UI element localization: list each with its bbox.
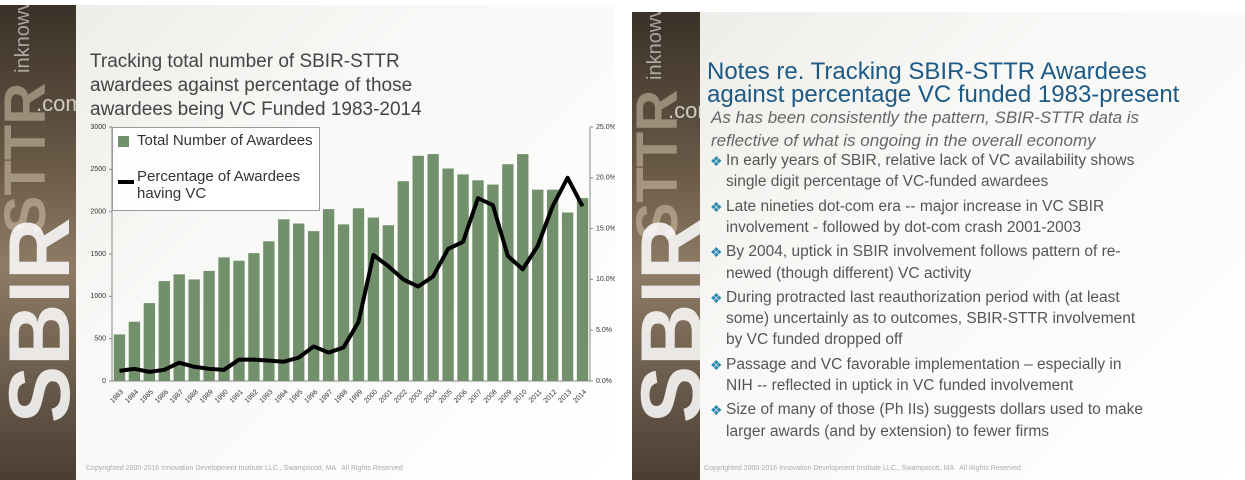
legend-label: Total Number of Awardees bbox=[137, 132, 317, 149]
bar bbox=[413, 156, 424, 381]
legend-swatch bbox=[118, 180, 134, 184]
bar bbox=[562, 213, 573, 381]
notes-subtitle: As has been consistently the pattern, SB… bbox=[711, 108, 1139, 128]
x-tick-label: 1991 bbox=[229, 389, 245, 405]
x-tick-label: 1988 bbox=[184, 389, 200, 405]
bar bbox=[218, 257, 229, 381]
y-tick-label: 1500 bbox=[90, 251, 106, 258]
x-tick-label: 2014 bbox=[572, 389, 588, 405]
bar bbox=[532, 190, 543, 381]
x-tick-label: 2000 bbox=[363, 389, 379, 405]
y2-tick-label: 25.0% bbox=[596, 124, 615, 131]
bullet-text: single digit percentage of VC-funded awa… bbox=[726, 173, 1048, 191]
x-tick-label: 2007 bbox=[468, 389, 484, 405]
brand-com: .com bbox=[668, 98, 700, 124]
bar bbox=[308, 231, 319, 381]
bullet-text: some) uncertainly as to outcomes, SBIR-S… bbox=[726, 310, 1135, 328]
slide-notes: STTR SBIR inknowvation .com Copyrighted … bbox=[632, 12, 1245, 480]
bar bbox=[353, 208, 364, 381]
bullet-icon bbox=[710, 290, 723, 307]
bar bbox=[502, 164, 513, 381]
bullet-text: In early years of SBIR, relative lack of… bbox=[726, 152, 1134, 170]
x-tick-label: 1996 bbox=[303, 389, 319, 405]
x-tick-label: 1989 bbox=[199, 389, 215, 405]
bar bbox=[383, 225, 394, 381]
x-tick-label: 1993 bbox=[259, 389, 275, 405]
legend: Total Number of Awardees Percentage of Aw… bbox=[112, 127, 320, 211]
x-tick-label: 2001 bbox=[378, 389, 394, 405]
x-tick-label: 2006 bbox=[453, 389, 469, 405]
y-tick-label: 2500 bbox=[90, 166, 106, 173]
bullet-text: By 2004, uptick in SBIR involvement foll… bbox=[726, 243, 1121, 261]
legend-label: Percentage of Awardees having VC bbox=[137, 168, 317, 202]
bar bbox=[442, 168, 453, 381]
x-tick-label: 1986 bbox=[154, 389, 170, 405]
y2-tick-label: 15.0% bbox=[596, 225, 615, 232]
notes-subtitle: reflective of what is ongoing in the ove… bbox=[711, 131, 1096, 151]
footer: Copyrighted 2000-2016 Innovation Develop… bbox=[704, 465, 1021, 472]
x-tick-label: 2012 bbox=[542, 389, 558, 405]
bullet-icon bbox=[710, 153, 723, 170]
bullet-text: by VC funded dropped off bbox=[726, 331, 902, 349]
x-tick-label: 2004 bbox=[423, 389, 439, 405]
x-tick-label: 1992 bbox=[244, 389, 260, 405]
x-tick-label: 1984 bbox=[124, 389, 140, 405]
page: STTR SBIR inknowvation .com Copyrighted … bbox=[0, 0, 1245, 480]
x-tick-label: 1997 bbox=[318, 389, 334, 405]
bullet-icon bbox=[710, 199, 723, 216]
y-tick-label: 1000 bbox=[90, 293, 106, 300]
bullet-text: involvement - followed by dot-com crash … bbox=[726, 219, 1081, 237]
notes-title: against percentage VC funded 1983-presen… bbox=[707, 83, 1179, 107]
y-tick-label: 0 bbox=[102, 378, 106, 385]
bar bbox=[368, 218, 379, 381]
bar bbox=[203, 271, 214, 381]
x-tick-label: 1994 bbox=[274, 389, 290, 405]
bar bbox=[278, 219, 289, 381]
bullet-icon bbox=[710, 357, 723, 374]
bar bbox=[338, 224, 349, 381]
x-tick-label: 1987 bbox=[169, 389, 185, 405]
y2-tick-label: 10.0% bbox=[596, 276, 615, 283]
x-tick-label: 2002 bbox=[393, 389, 409, 405]
bullet-text: Passage and VC favorable implementation … bbox=[726, 356, 1121, 374]
bullet-text: larger awards (and by extension) to fewe… bbox=[726, 423, 1049, 441]
bullet-text: Size of many of those (Ph IIs) suggests … bbox=[726, 401, 1143, 419]
bullet-icon bbox=[710, 402, 723, 419]
x-tick-label: 2008 bbox=[483, 389, 499, 405]
x-tick-label: 2011 bbox=[528, 389, 544, 405]
x-tick-label: 1983 bbox=[109, 389, 125, 405]
x-tick-label: 2003 bbox=[408, 389, 424, 405]
y2-tick-label: 0.0% bbox=[596, 378, 612, 385]
bar bbox=[129, 322, 140, 381]
x-tick-label: 1985 bbox=[139, 389, 155, 405]
y2-tick-label: 20.0% bbox=[596, 175, 615, 182]
bar bbox=[577, 198, 588, 381]
x-tick-label: 1999 bbox=[348, 389, 364, 405]
y-tick-label: 2000 bbox=[90, 209, 106, 216]
y2-tick-label: 5.0% bbox=[596, 327, 612, 334]
bullet-text: Late nineties dot-com era -- major incre… bbox=[726, 198, 1104, 216]
bar bbox=[323, 209, 334, 381]
x-tick-label: 2010 bbox=[513, 389, 529, 405]
x-tick-label: 2005 bbox=[438, 389, 454, 405]
x-tick-label: 2009 bbox=[498, 389, 514, 405]
brand-strip: STTR SBIR inknowvation .com bbox=[632, 12, 700, 480]
bar bbox=[457, 174, 468, 381]
x-tick-label: 1998 bbox=[333, 389, 349, 405]
brand-sbir: SBIR bbox=[632, 218, 700, 423]
chart: 0 500 1000 1500 2000 2500 3000 0.0% 5.0% 10.0% 15.… bbox=[0, 0, 615, 480]
brand-site: inknowvation bbox=[644, 12, 667, 80]
bullet-text: During protracted last reauthorization p… bbox=[726, 289, 1120, 307]
bullet-icon bbox=[710, 244, 723, 261]
y-tick-label: 3000 bbox=[90, 124, 106, 131]
x-tick-label: 1995 bbox=[288, 389, 304, 405]
bar bbox=[114, 334, 125, 381]
x-tick-label: 1990 bbox=[214, 389, 230, 405]
y-tick-label: 500 bbox=[94, 336, 106, 343]
x-tick-label: 2013 bbox=[557, 389, 573, 405]
legend-swatch bbox=[118, 136, 129, 147]
bullet-text: NIH -- reflected in uptick in VC funded … bbox=[726, 377, 1073, 395]
bullet-text: newed (though different) VC activity bbox=[726, 265, 971, 283]
